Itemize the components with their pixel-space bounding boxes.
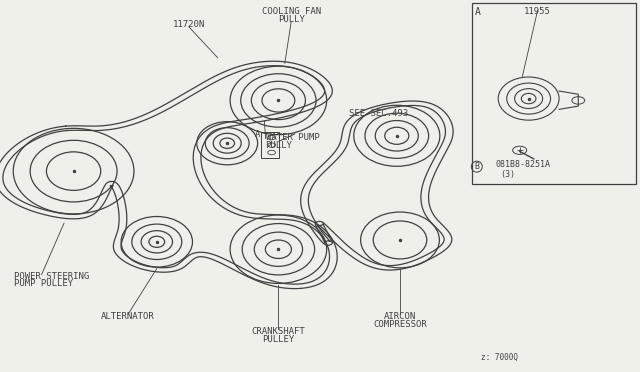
Text: ALTERNATOR: ALTERNATOR	[101, 312, 155, 321]
Text: 11955: 11955	[524, 7, 551, 16]
Text: A: A	[475, 7, 481, 17]
Text: SEE SEC.493: SEE SEC.493	[349, 109, 408, 118]
Text: PUMP PULLEY: PUMP PULLEY	[14, 279, 73, 288]
Text: A: A	[255, 130, 260, 139]
Bar	[261, 132, 279, 158]
Text: 081B8-8251A: 081B8-8251A	[496, 160, 551, 169]
Text: POWER STEERING: POWER STEERING	[14, 272, 90, 280]
Text: CRANKSHAFT: CRANKSHAFT	[252, 327, 305, 336]
Text: PULLY: PULLY	[278, 15, 305, 24]
Text: 11720N: 11720N	[173, 20, 205, 29]
Text: PULLEY: PULLEY	[262, 335, 294, 344]
FancyBboxPatch shape	[472, 3, 636, 184]
Text: AIRCON: AIRCON	[384, 312, 416, 321]
Text: z: 7000Q: z: 7000Q	[481, 353, 518, 362]
Text: B: B	[474, 162, 479, 171]
Text: COOLING FAN: COOLING FAN	[262, 7, 321, 16]
Text: (3): (3)	[500, 170, 515, 179]
Text: PULLY: PULLY	[266, 141, 292, 150]
Text: WATER PUMP: WATER PUMP	[266, 133, 319, 142]
Text: COMPRESSOR: COMPRESSOR	[373, 320, 427, 329]
